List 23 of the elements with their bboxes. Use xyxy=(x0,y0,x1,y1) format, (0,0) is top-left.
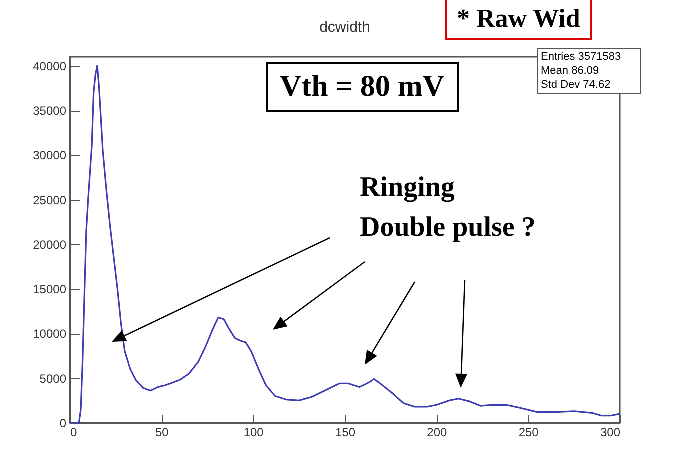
y-tick-label: 15000 xyxy=(33,282,67,297)
x-tick-label: 100 xyxy=(244,426,264,440)
annotation: Mean 86.09 xyxy=(541,64,600,78)
y-tick-label: 10000 xyxy=(33,327,67,342)
text: * Raw Wid xyxy=(445,0,592,40)
annotation: Ringing Double pulse ? xyxy=(360,171,536,245)
y-tick-label: 30000 xyxy=(33,148,67,163)
y-tick-label: 5000 xyxy=(40,372,67,386)
annotation: Entries 3571583 xyxy=(541,50,622,64)
annotation: Std Dev 74.62 xyxy=(541,78,612,92)
x-tick-label: 300 xyxy=(600,426,621,440)
annotation: Vth = 80 mV xyxy=(266,62,459,112)
y-tick-label: 20000 xyxy=(33,238,67,252)
x-tick-label: 50 xyxy=(155,426,170,440)
x-tick-label: 0 xyxy=(70,426,78,440)
x-tick-label: 250 xyxy=(518,426,540,440)
y-tick-label: 0 xyxy=(60,416,67,430)
x-tick-label: 200 xyxy=(427,426,448,440)
y-tick-label: 25000 xyxy=(33,193,67,208)
chart-title: dcwidth xyxy=(320,19,370,36)
x-tick-label: 150 xyxy=(335,426,356,440)
y-tick-label: 35000 xyxy=(33,104,67,118)
y-tick-label: 40000 xyxy=(33,59,67,74)
